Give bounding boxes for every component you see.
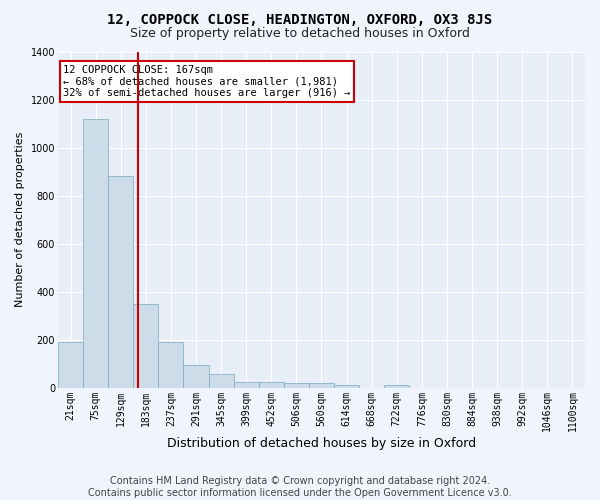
Text: 12, COPPOCK CLOSE, HEADINGTON, OXFORD, OX3 8JS: 12, COPPOCK CLOSE, HEADINGTON, OXFORD, O…: [107, 12, 493, 26]
Bar: [184, 364, 209, 388]
Text: 12 COPPOCK CLOSE: 167sqm
← 68% of detached houses are smaller (1,981)
32% of sem: 12 COPPOCK CLOSE: 167sqm ← 68% of detach…: [63, 65, 351, 98]
Text: Contains HM Land Registry data © Crown copyright and database right 2024.
Contai: Contains HM Land Registry data © Crown c…: [88, 476, 512, 498]
Bar: [58, 342, 83, 388]
Bar: [83, 118, 108, 388]
Bar: [209, 374, 233, 388]
Bar: [233, 382, 259, 388]
Bar: [259, 382, 284, 388]
Bar: [334, 384, 359, 388]
Text: Size of property relative to detached houses in Oxford: Size of property relative to detached ho…: [130, 28, 470, 40]
Bar: [108, 176, 133, 388]
Y-axis label: Number of detached properties: Number of detached properties: [15, 132, 25, 307]
Bar: [158, 342, 184, 388]
Bar: [384, 384, 409, 388]
X-axis label: Distribution of detached houses by size in Oxford: Distribution of detached houses by size …: [167, 437, 476, 450]
Bar: [284, 383, 309, 388]
Bar: [309, 383, 334, 388]
Bar: [133, 304, 158, 388]
